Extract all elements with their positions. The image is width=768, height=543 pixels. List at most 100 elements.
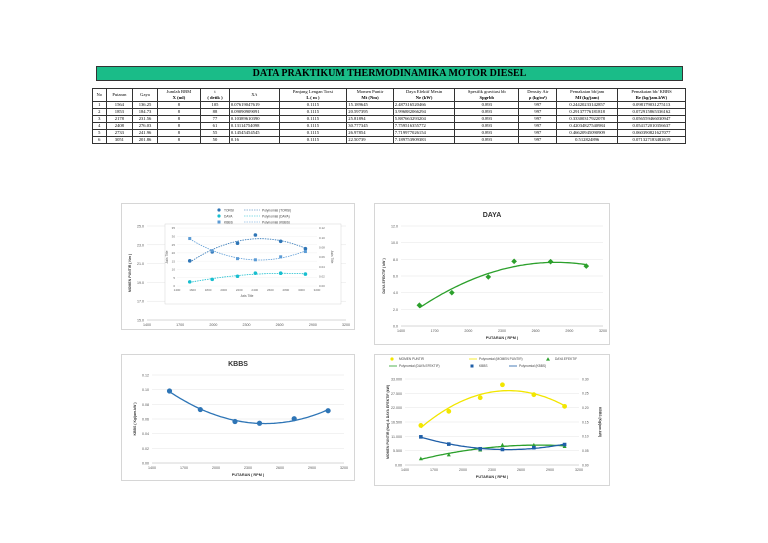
table-cell: 25.81894 [346, 115, 394, 123]
data-point [547, 258, 554, 265]
chart-torsi-daya-kbbs: 15.0 17.0 19.0 21.0 23.0 25.0 1400 1700 2000 2300… [128, 208, 350, 334]
momen-point [500, 382, 505, 388]
chart-combined: MOMEN PUNTIR Polynomial (MOMEN PUNTIR) DAY… [386, 357, 602, 479]
legend-label: Polynomial (KBBS) [519, 364, 546, 368]
column-header: Density Air ρ (kg/m³) [518, 88, 558, 102]
y2-tick-label: 0.30 [582, 377, 589, 381]
y-tick-label: 22.000 [391, 406, 402, 410]
y-tick-label: 0.0 [393, 325, 398, 329]
momen-point [446, 408, 452, 414]
table-cell: 8 [156, 136, 202, 144]
table-header-row: No Putaran Gaya Jumlah BBM X (ml) t( detik ) X… [92, 88, 687, 102]
inset-y-axis-label: Axis Title [165, 250, 169, 263]
chart-panel-torsi-daya-kbbs: 15.0 17.0 19.0 21.0 23.0 25.0 1400 1700 2000 2300… [121, 203, 355, 334]
momen-point [477, 395, 483, 401]
table-cell: 3 [92, 115, 107, 123]
data-point [232, 418, 238, 425]
inset-y-tick-label: 30 [172, 234, 176, 238]
data-point [291, 416, 297, 422]
table-cell: 0.16 [228, 136, 280, 144]
y2-tick-label: 0.00 [582, 463, 589, 467]
table-cell: 22.50739 [346, 136, 394, 144]
chart-panel-combined: MOMEN PUNTIR Polynomial (MOMEN PUNTIR) DAY… [374, 354, 610, 486]
table-cell: 3.996882066294 [392, 108, 456, 116]
y-tick-label: 8.0 [393, 258, 398, 262]
inset-x-tick-label: 2200 [236, 288, 243, 292]
table-cell: 231.56 [132, 115, 158, 123]
x-axis-label: PUTARAN ( RPM ) [476, 475, 509, 479]
legend-marker [217, 214, 221, 218]
daya-point [500, 442, 505, 447]
kbbs-point [478, 446, 483, 451]
table-cell: 0.1115 [278, 101, 348, 109]
table-cell: 2408 [105, 122, 134, 130]
inset-y2-tick-label: 0.02 [319, 275, 325, 279]
y-tick-label: 0.00 [142, 462, 149, 466]
torsi-point [253, 233, 258, 237]
inset-x-tick-label: 1400 [174, 288, 181, 292]
daya-point [210, 277, 215, 282]
table-cell: 6 [92, 136, 107, 144]
inset-y-tick-label: 35 [172, 226, 176, 230]
table-cell: 0.07619047619 [228, 101, 280, 109]
column-header-title: Pemakaian bb/ KBBS [631, 89, 672, 95]
y-tick-label: 23.0 [137, 243, 144, 247]
table-cell: 1564 [105, 101, 134, 109]
x-tick-label: 2300 [243, 323, 251, 327]
daya-trendline [189, 272, 305, 283]
legend-marker [217, 208, 221, 212]
table-cell: 201.86 [132, 136, 158, 144]
x-tick-label: 2000 [209, 323, 217, 327]
x-axis-label: PUTARAN ( RPM ) [232, 473, 265, 477]
x-tick-label: 2300 [244, 466, 252, 470]
chart-panel-kbbs: KBBS 0.00 0.02 0.04 0.06 0.08 0.10 0.12 1400 1700… [121, 354, 355, 481]
table-cell: 0.10389610390 [228, 115, 280, 123]
column-header-title: X/t [251, 92, 258, 97]
table-cell: 0.09090909091 [228, 108, 280, 116]
inset-y2-tick-label: 0.08 [319, 246, 325, 250]
y-tick-label: 10.0 [391, 241, 398, 245]
inset-x-tick-label: 3200 [314, 288, 321, 292]
y-tick-label: 21.0 [137, 262, 144, 266]
x-tick-label: 2900 [565, 329, 573, 333]
inset-y-tick-label: 0 [173, 284, 175, 288]
x-tick-label: 1700 [176, 323, 184, 327]
table-cell: 2 [92, 108, 107, 116]
legend-label: MOMEN PUNTIR [399, 357, 425, 361]
table-cell: 88 [200, 108, 230, 116]
legend-marker [470, 364, 474, 368]
inset-y-tick-label: 25 [172, 243, 176, 247]
legend-label: DAYA EFEKTIF [555, 357, 577, 361]
column-header: No [92, 88, 107, 102]
y-tick-label: 6.0 [393, 275, 398, 279]
kbbs-point [532, 445, 536, 450]
table-cell: 997 [518, 129, 558, 137]
y-tick-label: 33.000 [391, 378, 402, 382]
data-point [485, 274, 492, 280]
daya-point [253, 271, 258, 275]
data-table: No Putaran Gaya Jumlah BBM X (ml) t( detik ) X… [92, 88, 687, 144]
column-header-title: Pemakaian bb/jam [570, 89, 605, 95]
table-row: 5 2733 241.96 8 55 0.14545454545 0.1115 26.9785… [92, 129, 687, 137]
y-axis-label: MOMEN PUNTIR ( Nm ) [128, 254, 132, 292]
table-cell: 0.054172010356637 [616, 122, 687, 130]
column-header: Daya Efektif Mesin Ne (kW) [392, 88, 456, 102]
inset-y2-axis-label: Axis Title [330, 251, 334, 264]
table-cell: 5 [92, 129, 107, 137]
table-cell: 8 [156, 101, 202, 109]
y-tick-label: 11.000 [391, 435, 402, 439]
column-header-title: Panjang Lengan Torsi [292, 89, 333, 95]
chart-title: KBBS [228, 361, 248, 368]
legend-marker [217, 220, 221, 224]
inset-y-tick-label: 20 [172, 251, 176, 255]
inset-y2-tick-label: 0.06 [319, 255, 325, 259]
table-cell: 0.1115 [278, 136, 348, 144]
inset-y2-tick-label: 0.00 [319, 284, 325, 288]
kbbs-point [446, 442, 451, 446]
x-tick-label: 2600 [276, 466, 284, 470]
table-cell: 0.1115 [278, 115, 348, 123]
y-axis-label: DAYA EFEKTIF ( kW ) [382, 258, 386, 293]
table-cell: 0.14545454545 [228, 129, 280, 137]
table-cell: 0.098179031275113 [616, 101, 687, 109]
data-point [449, 289, 455, 296]
